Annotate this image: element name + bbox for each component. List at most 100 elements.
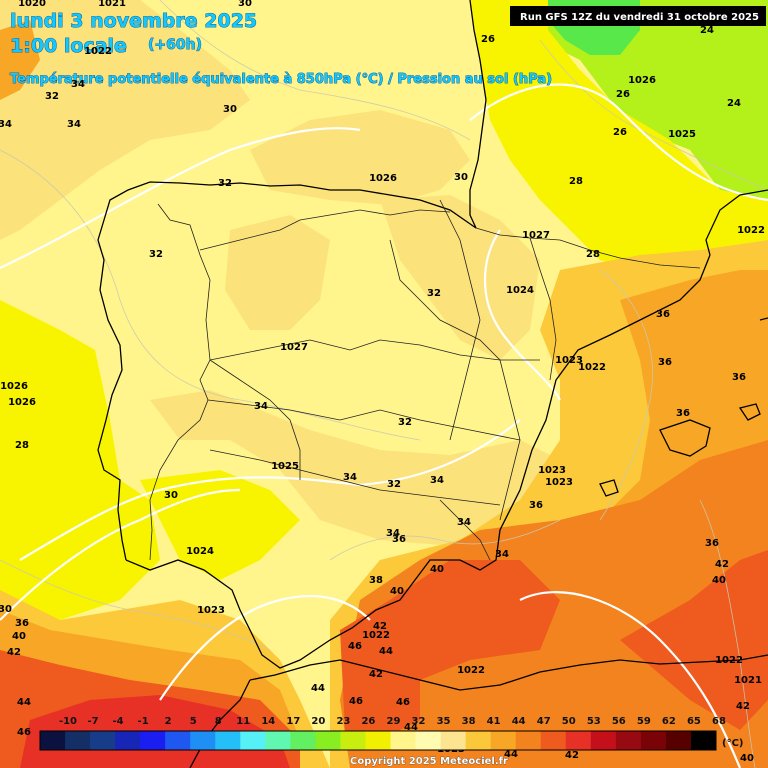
coast-south bbox=[125, 254, 711, 669]
scale-swatch bbox=[90, 731, 116, 750]
isobar-1026-north bbox=[0, 127, 361, 269]
temperature-label: 36 bbox=[676, 408, 690, 419]
island-ibiza bbox=[599, 479, 619, 497]
temperature-label: 34 bbox=[67, 119, 81, 130]
lead-time: (+60h) bbox=[148, 37, 202, 53]
border-regions-north bbox=[199, 209, 451, 251]
scale-value: -7 bbox=[87, 716, 98, 727]
coast-biscay-france bbox=[469, 0, 487, 229]
isobar-1025-east bbox=[469, 83, 768, 202]
pressure-label: 1024 bbox=[186, 546, 214, 557]
pressure-label: 1026 bbox=[369, 173, 397, 184]
temperature-label: 24 bbox=[727, 98, 741, 109]
isobar-1023-south bbox=[159, 594, 371, 701]
temperature-label: 26 bbox=[616, 89, 630, 100]
scale-swatch bbox=[690, 731, 717, 750]
pressure-label: 1027 bbox=[280, 342, 308, 353]
scale-swatch bbox=[615, 731, 642, 750]
scale-swatch bbox=[340, 731, 366, 750]
border-regions-murcia bbox=[439, 499, 491, 561]
temperature-label: 40 bbox=[390, 586, 404, 597]
temperature-label: 40 bbox=[712, 575, 726, 586]
scale-swatch bbox=[640, 731, 667, 750]
temperature-label: 34 bbox=[254, 401, 268, 412]
temperature-label: 28 bbox=[586, 249, 600, 260]
isoline bbox=[0, 149, 421, 441]
border-pyrenees bbox=[475, 227, 701, 269]
border-regions-valencia bbox=[499, 359, 521, 521]
temperature-label: 34 bbox=[71, 79, 85, 90]
isoline bbox=[329, 519, 561, 561]
pressure-label: 1026 bbox=[628, 75, 656, 86]
isobars bbox=[0, 83, 768, 768]
scale-value: 29 bbox=[387, 716, 401, 727]
pressure-label: 30 bbox=[238, 0, 252, 9]
island-sardinia bbox=[759, 317, 768, 321]
scale-swatch bbox=[140, 731, 166, 750]
field-tan-center bbox=[225, 215, 330, 330]
scale-swatch bbox=[215, 731, 241, 750]
scale-value: -1 bbox=[138, 716, 149, 727]
field-orange-northwest bbox=[0, 20, 40, 100]
field-title: Température potentielle équivalente à 85… bbox=[10, 72, 552, 87]
temperature-label: 44 bbox=[504, 749, 518, 760]
scale-swatch bbox=[540, 731, 567, 750]
temperature-label: 34 bbox=[386, 528, 400, 539]
temperature-label: 34 bbox=[430, 475, 444, 486]
temperature-label: 38 bbox=[369, 575, 383, 586]
scale-swatch bbox=[365, 731, 392, 750]
color-scale bbox=[39, 730, 717, 751]
pressure-label: 1023 bbox=[197, 605, 225, 616]
temperature-labels: 3432303434323032322624262426282836363636… bbox=[0, 25, 754, 764]
scale-value: 35 bbox=[437, 716, 451, 727]
temperature-label: 46 bbox=[17, 727, 31, 738]
temperature-label: 30 bbox=[454, 172, 468, 183]
temperature-label: 36 bbox=[732, 372, 746, 383]
scale-value: 56 bbox=[612, 716, 626, 727]
time-line: 1:00 locale bbox=[10, 35, 127, 57]
temperature-label: 30 bbox=[164, 490, 178, 501]
scale-swatch bbox=[40, 731, 66, 750]
coastlines bbox=[97, 0, 768, 768]
temperature-label: 44 bbox=[379, 646, 393, 657]
scale-value: 41 bbox=[487, 716, 501, 727]
scale-swatch bbox=[165, 731, 191, 750]
scale-value: 44 bbox=[512, 716, 526, 727]
border-regions-south bbox=[207, 399, 521, 441]
scale-swatch bbox=[590, 731, 617, 750]
scale-value: 65 bbox=[687, 716, 701, 727]
pressure-label: 1025 bbox=[271, 461, 299, 472]
scale-swatch bbox=[265, 731, 291, 750]
temperature-label: 44 bbox=[311, 683, 325, 694]
copyright: Copyright 2025 Meteociel.fr bbox=[350, 756, 508, 767]
border-regions-extremadura bbox=[209, 359, 301, 480]
color-scale-values: -10 -7 -4 -1 2 5 8 11 14 17 20 23 26 29 32 35 38 41 44 47 50… bbox=[59, 716, 726, 727]
scale-swatch bbox=[490, 731, 517, 750]
scale-swatch bbox=[515, 731, 542, 750]
field-tan-ebro bbox=[380, 195, 540, 360]
temperature-label: 42 bbox=[565, 750, 579, 761]
pressure-label: 1022 bbox=[84, 46, 112, 57]
temperature-label: 36 bbox=[656, 309, 670, 320]
field-redorange-southeast bbox=[620, 550, 768, 730]
border-regions-aragon bbox=[439, 199, 481, 441]
scale-swatch bbox=[665, 731, 692, 750]
temperature-label: 30 bbox=[223, 104, 237, 115]
temperature-label: 30 bbox=[0, 604, 12, 615]
pressure-label: 1022 bbox=[362, 630, 390, 641]
scale-value: 38 bbox=[462, 716, 476, 727]
field-yellow-northeast bbox=[470, 0, 768, 270]
run-info: Run GFS 12Z du vendredi 31 octobre 2025 bbox=[520, 12, 759, 23]
field-tan-north bbox=[250, 110, 470, 205]
scale-swatch bbox=[440, 731, 467, 750]
isoline bbox=[599, 269, 653, 521]
temperature-label: 36 bbox=[658, 357, 672, 368]
scale-value: 17 bbox=[286, 716, 300, 727]
pressure-label: 1026 bbox=[0, 381, 28, 392]
coast-gulf-of-lion bbox=[705, 189, 768, 256]
temperature-label: 42 bbox=[7, 647, 21, 658]
temperature-label: 36 bbox=[705, 538, 719, 549]
field-yellow-west bbox=[0, 300, 160, 620]
